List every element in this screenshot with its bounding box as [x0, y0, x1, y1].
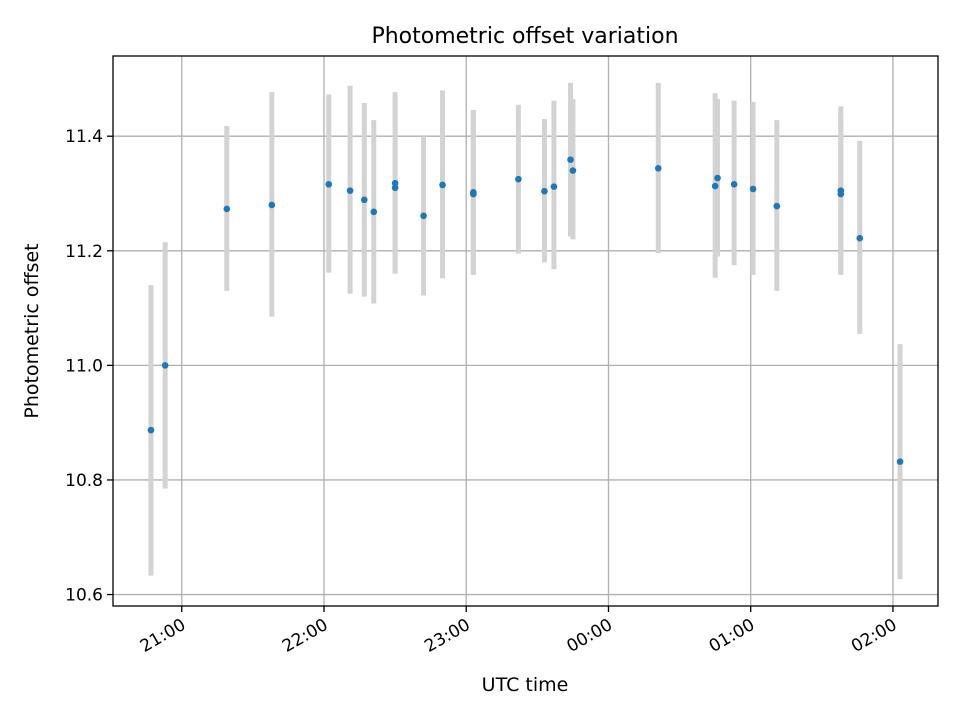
data-point [360, 196, 368, 204]
data-point [268, 201, 276, 209]
y-tick-label: 11.4 [65, 127, 103, 147]
data-point [161, 362, 169, 369]
y-tick-label: 10.8 [65, 471, 103, 491]
data-point [711, 182, 719, 190]
data-point [837, 190, 845, 198]
y-tick-label: 11.0 [65, 356, 103, 376]
y-axis-label: Photometric offset [21, 243, 43, 418]
data-point [550, 183, 558, 190]
chart-title: Photometric offset variation [371, 24, 678, 49]
data-point [714, 174, 721, 182]
data-point [541, 187, 548, 195]
data-point [749, 185, 757, 193]
grid-lines [113, 56, 938, 606]
data-point [730, 181, 738, 188]
y-tick-label: 11.2 [65, 242, 103, 262]
data-point [515, 175, 522, 183]
data-point [856, 234, 864, 242]
y-axis-ticks: 10.6 10.8 11.0 11.2 11.4 [65, 127, 113, 606]
data-point [896, 458, 904, 465]
data-point [773, 202, 781, 210]
data-point [391, 179, 399, 187]
data-point [569, 167, 577, 174]
data-point [325, 181, 333, 188]
data-point [346, 187, 354, 194]
data-point [654, 164, 662, 172]
data-points [147, 156, 904, 465]
y-tick-label: 10.6 [65, 586, 103, 606]
data-point [567, 156, 574, 163]
data-point [470, 189, 477, 196]
x-axis-label: UTC time [482, 674, 569, 696]
data-point [439, 181, 446, 189]
data-point [223, 205, 231, 213]
plot-frame [112, 55, 939, 607]
data-point [370, 208, 378, 216]
data-point [420, 212, 427, 220]
data-point [391, 184, 399, 192]
data-point [147, 426, 155, 434]
